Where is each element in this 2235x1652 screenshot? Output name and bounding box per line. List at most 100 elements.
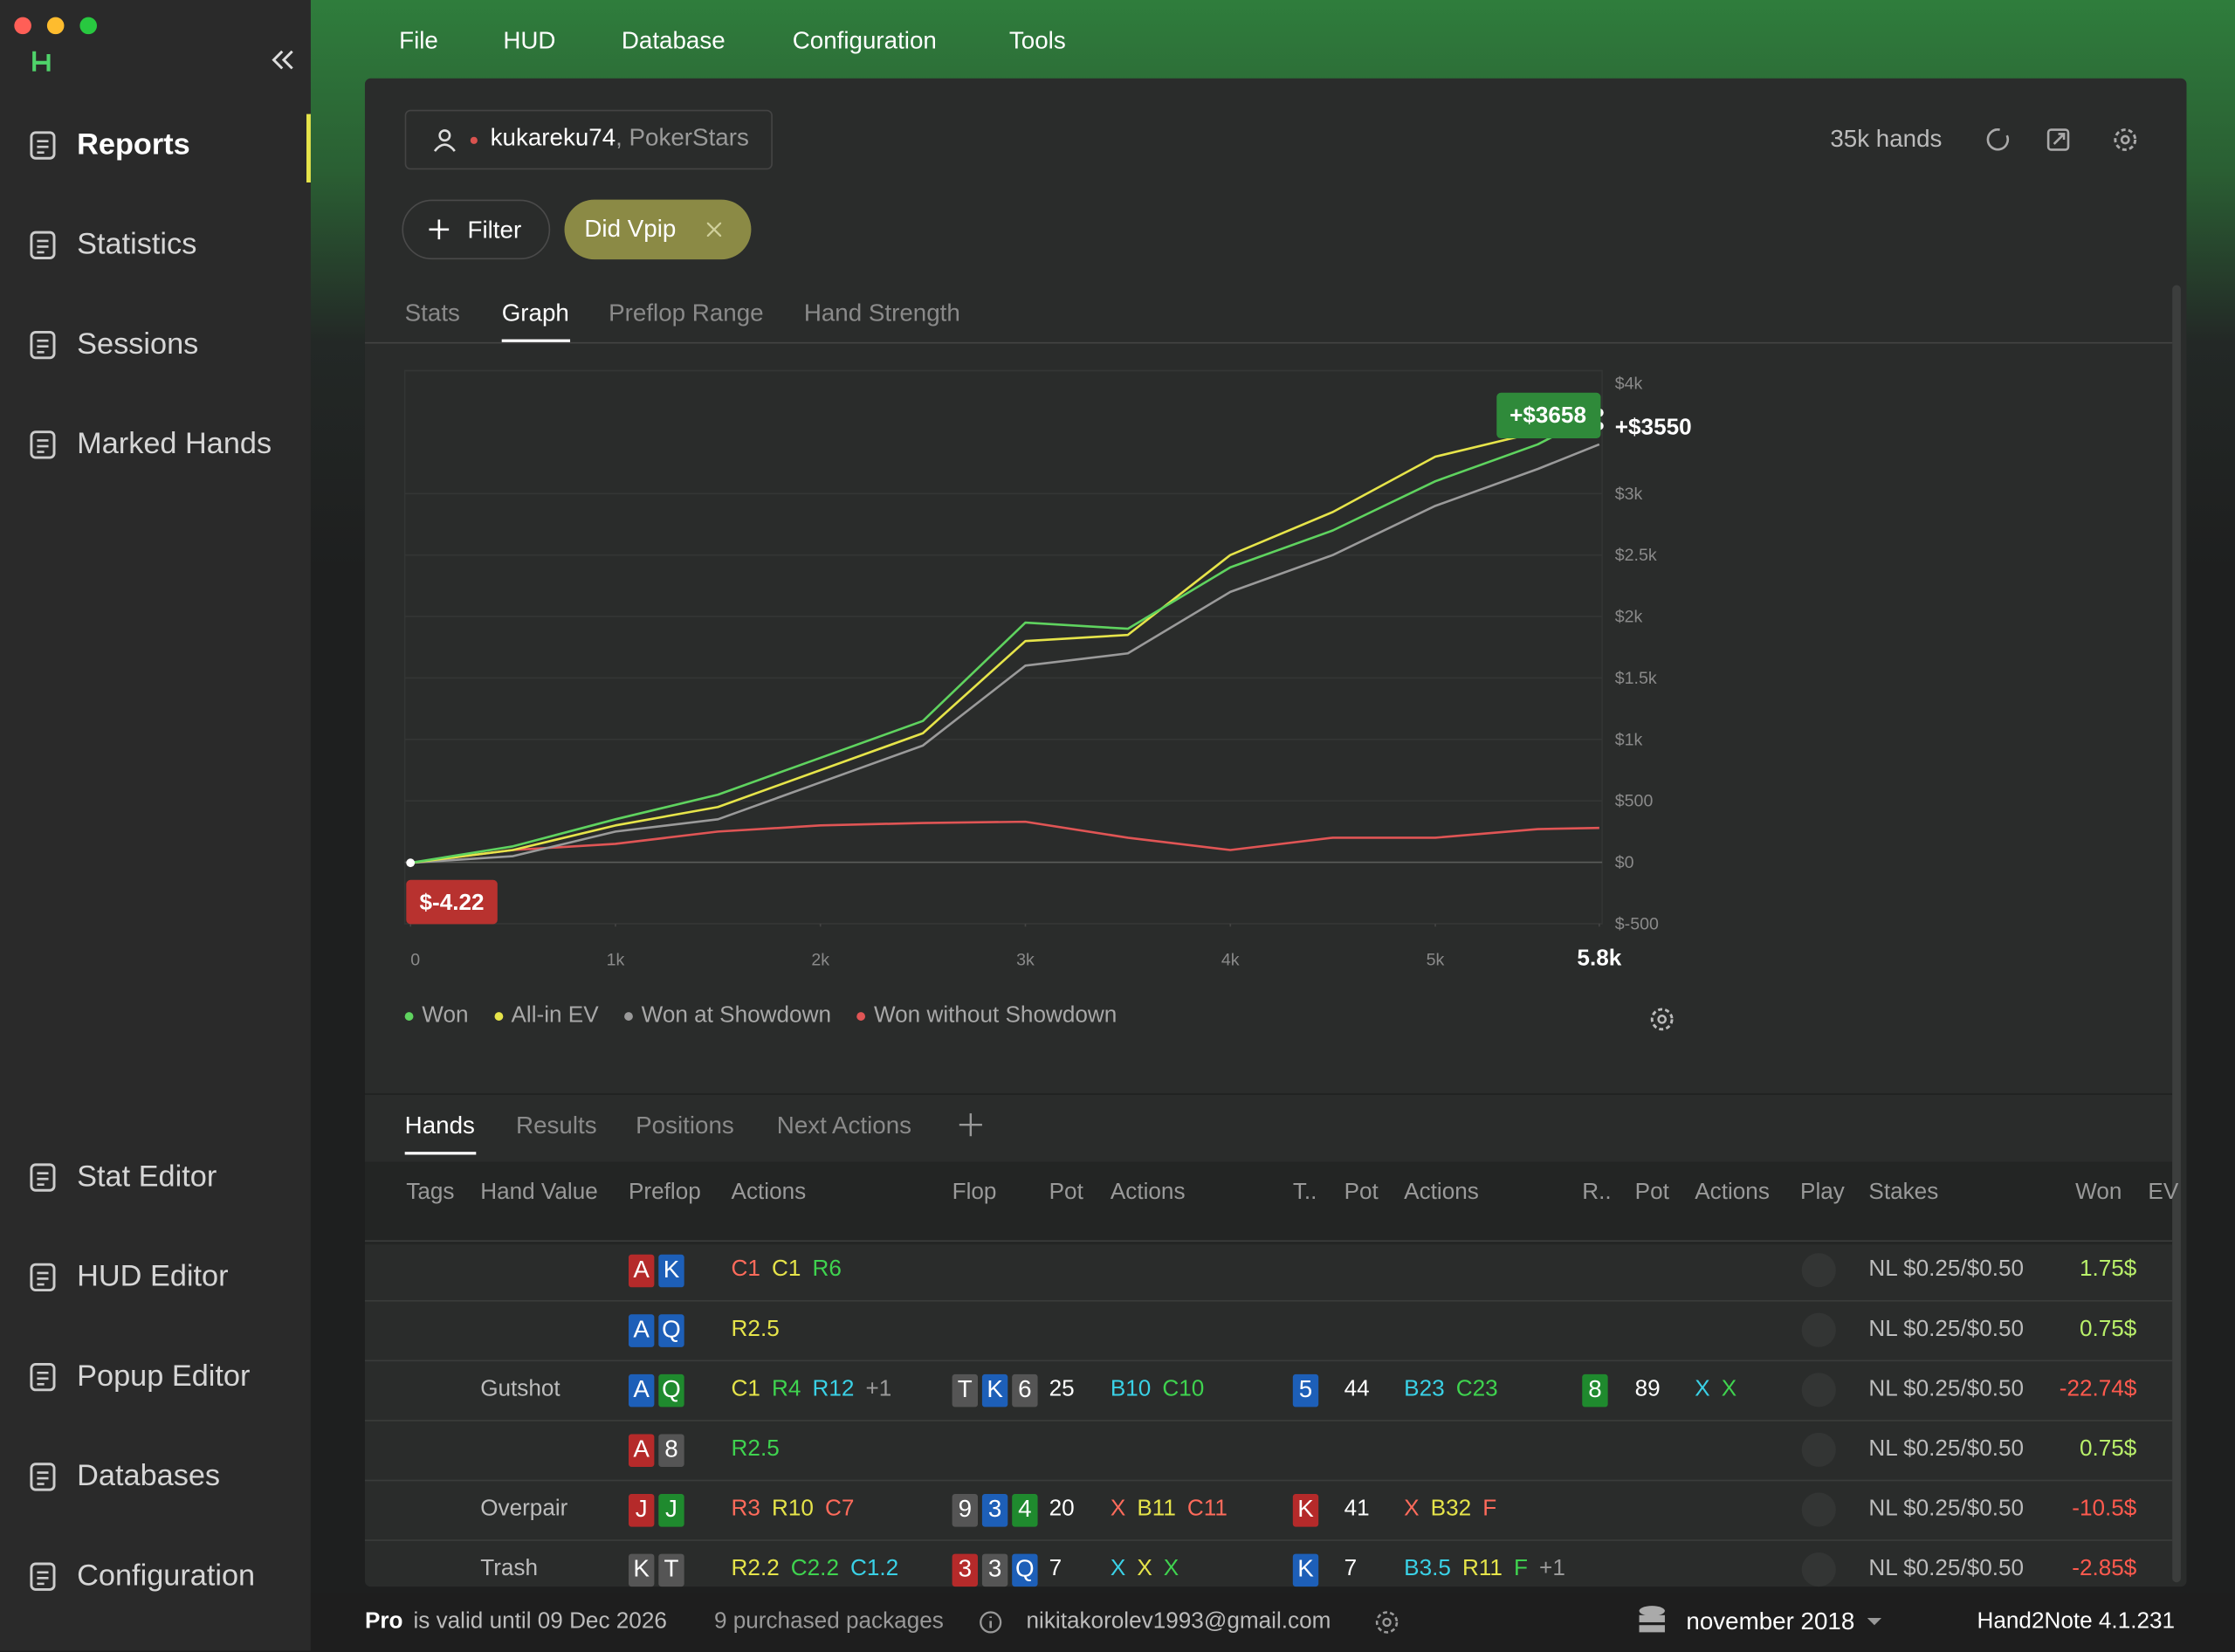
nav-item[interactable]: Marked Hands	[25, 428, 272, 462]
packages[interactable]: 9 purchased packages	[713, 1609, 944, 1635]
dropdown-arrow[interactable]	[1867, 1616, 1882, 1628]
database-selector[interactable]: november 2018	[1686, 1607, 1855, 1635]
report-tab[interactable]: Preflop Range	[609, 299, 764, 327]
legend-label: Won without Showdown	[873, 1003, 1118, 1029]
players-icon	[433, 129, 456, 152]
x-tick-label: 4k	[1221, 950, 1240, 969]
column-header[interactable]: Flop	[952, 1180, 997, 1205]
actions: B23 C23	[1404, 1373, 1503, 1407]
x-tick-label: 3k	[1016, 950, 1035, 969]
nav-item[interactable]: Popup Editor	[25, 1360, 250, 1394]
toolbar-icons[interactable]	[1976, 121, 2147, 158]
nav-item[interactable]: Reports	[25, 128, 190, 162]
action: R10	[772, 1497, 814, 1522]
menu-item[interactable]: File	[399, 27, 438, 55]
cards: 8	[1582, 1373, 1608, 1407]
action: C11	[1186, 1497, 1228, 1522]
legend-item[interactable]: Won at Showdown	[624, 1003, 831, 1029]
report-tab[interactable]: Graph	[501, 299, 569, 327]
play-icon[interactable]	[1801, 1492, 1836, 1527]
table-tab[interactable]: Hands	[404, 1112, 475, 1139]
legend-item[interactable]: Won without Showdown	[856, 1003, 1117, 1029]
scrollbar[interactable]	[2172, 285, 2181, 1583]
legend-item[interactable]: All-in EV	[493, 1003, 599, 1029]
stakes: NL $0.25/$0.50	[1868, 1556, 2025, 1581]
menu-item[interactable]: Configuration	[792, 27, 937, 55]
chart-settings-icon[interactable]	[1647, 1005, 1676, 1034]
play-icon[interactable]	[1801, 1253, 1836, 1288]
email: nikitakorolev1993@gmail.com	[1026, 1609, 1331, 1635]
row-divider	[364, 1299, 2173, 1302]
legend-item[interactable]: Won	[404, 1003, 469, 1029]
column-header[interactable]: Actions	[1695, 1180, 1770, 1205]
column-header[interactable]: Won	[2075, 1180, 2122, 1205]
nav-label: Popup Editor	[77, 1359, 251, 1394]
y-tick-label: $-500	[1615, 914, 1659, 933]
nav-item[interactable]: Statistics	[25, 228, 196, 262]
play-icon[interactable]	[1801, 1373, 1836, 1408]
account-settings-icon[interactable]	[1374, 1609, 1399, 1635]
action: R6	[812, 1257, 842, 1282]
cards: K	[1292, 1492, 1319, 1526]
x-tick-label: 5.8k	[1577, 944, 1621, 970]
column-header[interactable]: R..	[1582, 1180, 1612, 1205]
column-header[interactable]: Preflop	[629, 1180, 701, 1205]
remove-icon[interactable]	[706, 222, 722, 237]
y-tick-label: $0	[1615, 853, 1634, 872]
nav-item[interactable]: Databases	[25, 1460, 220, 1494]
database-icon	[1639, 1606, 1665, 1633]
menu-item[interactable]: Database	[621, 27, 726, 55]
nav-item[interactable]: HUD Editor	[25, 1260, 229, 1294]
player-selector[interactable]: kukareku74, PokerStars	[404, 109, 773, 170]
column-header[interactable]: EV	[2148, 1180, 2179, 1205]
actions: R3 R10 C7	[732, 1492, 860, 1526]
action: +1	[1539, 1556, 1565, 1581]
report-tab[interactable]: Stats	[404, 299, 460, 327]
menu-item[interactable]: HUD	[503, 27, 556, 55]
column-header[interactable]: Actions	[1404, 1180, 1479, 1205]
column-header[interactable]: Tags	[406, 1180, 455, 1205]
play-icon[interactable]	[1801, 1312, 1836, 1347]
play-icon[interactable]	[1801, 1432, 1836, 1467]
info-icon[interactable]	[978, 1609, 1003, 1635]
legend: Won All-in EV Won at Showdown Won without S…	[404, 1003, 1117, 1029]
menu-item[interactable]: Tools	[1008, 27, 1066, 55]
column-header[interactable]: T..	[1292, 1180, 1317, 1205]
table-tab[interactable]: Next Actions	[776, 1112, 912, 1139]
card: A	[629, 1373, 655, 1407]
action: C23	[1455, 1377, 1498, 1401]
series-line	[410, 443, 1600, 864]
report-tab[interactable]: Hand Strength	[803, 299, 960, 327]
nav-item[interactable]: Sessions	[25, 328, 198, 362]
play-icon[interactable]	[1801, 1552, 1836, 1587]
column-header[interactable]: Pot	[1344, 1180, 1379, 1205]
column-header[interactable]: Stakes	[1868, 1180, 1939, 1205]
filter-chip[interactable]: Did Vpip	[564, 199, 752, 260]
column-header[interactable]: Hand Value	[480, 1180, 598, 1205]
card: K	[981, 1373, 1008, 1407]
action: X	[1110, 1556, 1126, 1581]
nav-item[interactable]: Configuration	[25, 1559, 255, 1593]
column-header[interactable]: Pot	[1634, 1180, 1669, 1205]
action: X	[1110, 1497, 1126, 1522]
filter-button[interactable]: Filter	[402, 199, 551, 260]
column-header[interactable]: Pot	[1049, 1180, 1083, 1205]
column-header[interactable]: Play	[1800, 1180, 1845, 1205]
nav-label: Configuration	[77, 1559, 256, 1593]
hand-value: Gutshot	[480, 1377, 560, 1401]
column-header[interactable]: Actions	[731, 1180, 807, 1205]
legend-swatch	[624, 1011, 633, 1021]
y-tick-label: $1k	[1615, 730, 1643, 749]
table-tab[interactable]: Results	[516, 1112, 597, 1139]
card: K	[1292, 1493, 1319, 1526]
action: C7	[824, 1497, 855, 1522]
x-tick-label: 1k	[607, 950, 625, 969]
nav-item[interactable]: Stat Editor	[25, 1160, 217, 1194]
column-header[interactable]: Actions	[1110, 1180, 1186, 1205]
won: 0.75$	[2079, 1436, 2137, 1462]
card: A	[629, 1433, 655, 1467]
add-tab-icon[interactable]	[958, 1112, 983, 1137]
table-tab[interactable]: Positions	[636, 1112, 734, 1139]
